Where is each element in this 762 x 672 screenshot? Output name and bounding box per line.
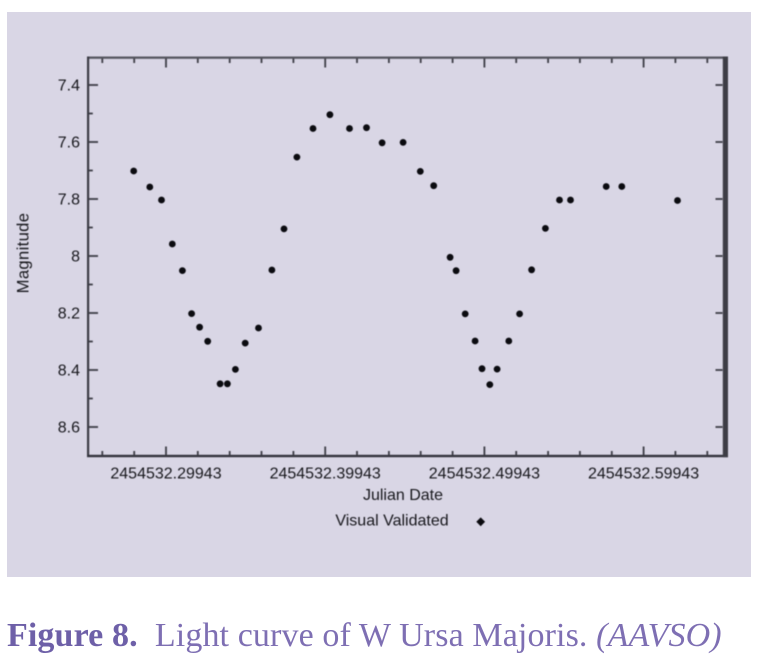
- svg-text:2454532.29943: 2454532.29943: [110, 466, 221, 483]
- svg-text:2454532.39943: 2454532.39943: [270, 466, 381, 483]
- svg-text:Magnitude: Magnitude: [14, 213, 33, 294]
- svg-text:8.6: 8.6: [58, 420, 80, 437]
- svg-text:7.4: 7.4: [58, 78, 80, 95]
- svg-text:8: 8: [71, 249, 80, 266]
- svg-text:2454532.49943: 2454532.49943: [429, 466, 540, 483]
- svg-text:Visual Validated: Visual Validated: [335, 513, 448, 530]
- svg-text:7.6: 7.6: [58, 135, 80, 152]
- svg-text:Julian Date: Julian Date: [363, 487, 443, 504]
- svg-text:2454532.59943: 2454532.59943: [588, 466, 699, 483]
- svg-text:8.2: 8.2: [58, 306, 80, 323]
- svg-text:8.4: 8.4: [58, 363, 80, 380]
- svg-text:7.8: 7.8: [58, 192, 80, 209]
